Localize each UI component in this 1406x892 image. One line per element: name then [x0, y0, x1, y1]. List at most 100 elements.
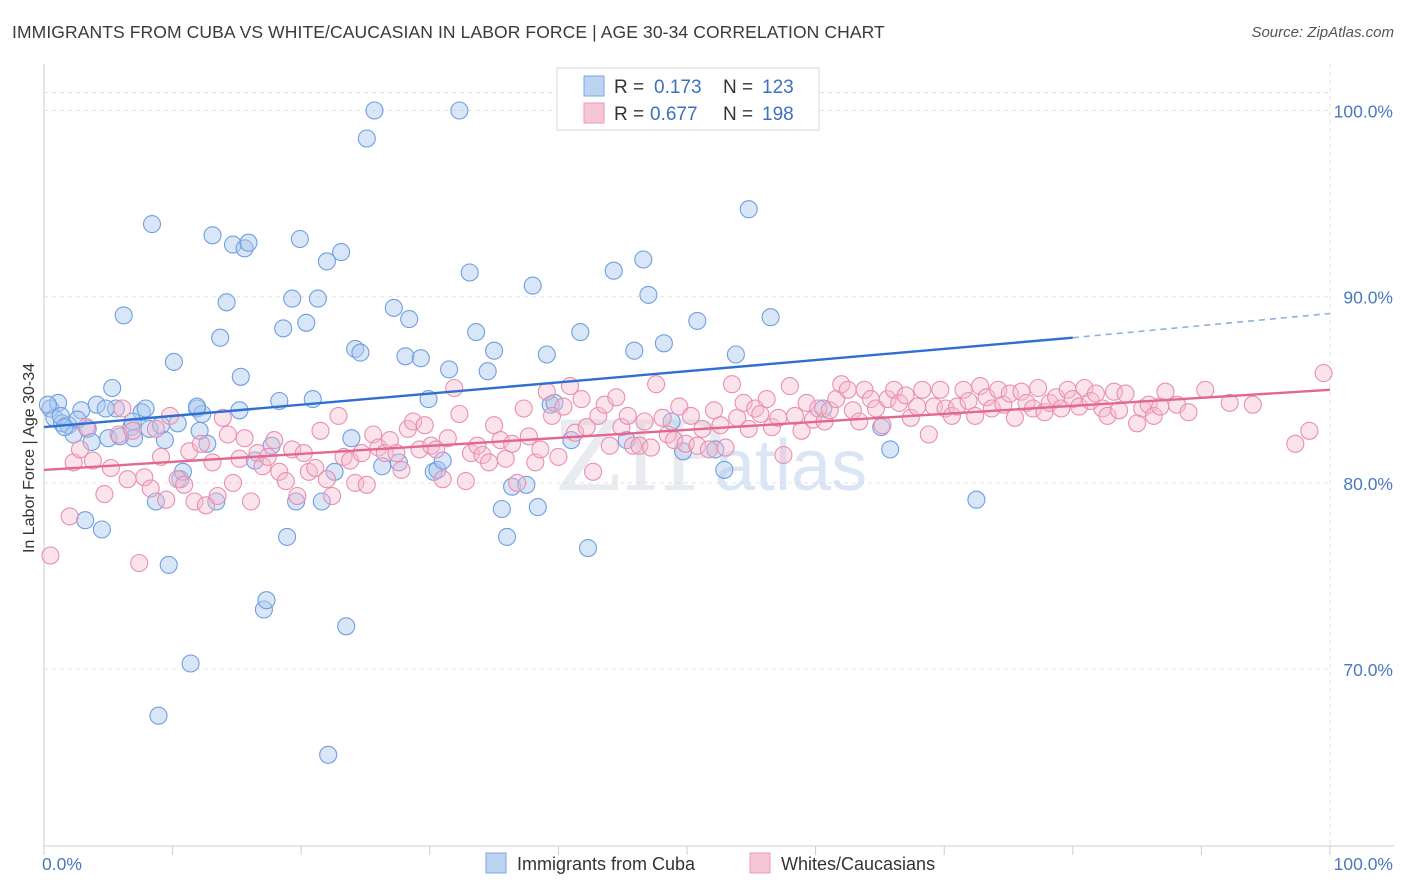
data-point — [274, 319, 293, 338]
data-point — [278, 527, 297, 546]
data-point — [346, 473, 365, 492]
data-point — [1300, 421, 1319, 440]
data-point — [76, 511, 95, 530]
data-point — [411, 349, 430, 368]
data-point — [92, 520, 111, 539]
data-point — [762, 418, 781, 437]
y-tick-label: 70.0% — [1343, 660, 1393, 680]
data-point — [207, 492, 226, 511]
data-point — [190, 421, 209, 440]
data-point — [114, 306, 133, 325]
data-point — [297, 313, 316, 332]
data-point — [604, 261, 623, 280]
series-white-points — [41, 364, 1333, 573]
data-point — [820, 401, 839, 420]
data-point — [681, 406, 700, 425]
data-point — [288, 486, 307, 506]
data-point — [211, 328, 230, 347]
data-point — [438, 429, 457, 448]
data-point — [99, 429, 118, 448]
data-point — [329, 406, 348, 425]
data-point — [142, 215, 162, 234]
data-point — [70, 440, 90, 459]
data-point — [704, 401, 724, 420]
data-point — [578, 539, 598, 558]
data-point — [1144, 406, 1163, 425]
data-point — [95, 485, 114, 504]
data-point — [337, 617, 356, 636]
data-point — [1063, 390, 1082, 409]
data-point — [218, 425, 237, 444]
data-point — [415, 416, 434, 435]
data-point — [287, 492, 306, 511]
data-point — [814, 399, 833, 418]
data-point — [785, 406, 805, 425]
tick-labels: 70.0% 80.0% 90.0% 100.0% 0.0% 100.0% — [42, 102, 1393, 874]
data-point — [433, 451, 452, 470]
data-point — [433, 470, 452, 489]
data-point — [850, 412, 869, 431]
data-point — [235, 429, 254, 448]
axes — [43, 64, 1394, 855]
data-point — [478, 362, 497, 381]
data-point — [461, 444, 481, 463]
data-point — [855, 380, 874, 399]
data-point — [485, 416, 504, 435]
data-point — [311, 421, 330, 440]
data-point — [351, 343, 370, 362]
data-point — [528, 498, 547, 517]
data-point — [734, 393, 753, 412]
data-point — [881, 440, 900, 459]
data-point — [739, 200, 758, 219]
data-point — [342, 429, 361, 448]
data-point — [77, 418, 96, 437]
data-point — [919, 425, 938, 444]
data-point — [101, 458, 120, 478]
data-point — [265, 431, 284, 450]
data-point — [325, 462, 344, 481]
data-point — [445, 378, 464, 398]
data-point — [1286, 434, 1305, 453]
data-point — [878, 390, 897, 409]
data-point — [618, 406, 637, 425]
data-point — [352, 444, 371, 463]
bottom-legend-swatch-cuba — [485, 852, 507, 874]
data-point — [257, 591, 276, 610]
data-point — [312, 492, 331, 511]
data-point — [1104, 382, 1124, 401]
data-point — [531, 440, 550, 459]
bottom-legend-label-white: Whites/Caucasians — [781, 854, 935, 874]
y-tick-label: 90.0% — [1343, 288, 1393, 308]
data-point — [959, 391, 978, 411]
trend-lines — [43, 312, 1331, 472]
data-point — [761, 308, 780, 327]
data-point — [428, 460, 447, 479]
data-point — [625, 341, 644, 360]
data-point — [290, 229, 309, 249]
data-point — [479, 453, 499, 472]
data-point — [1098, 406, 1117, 425]
data-point — [554, 397, 573, 416]
data-point — [537, 382, 556, 401]
legend-n-value-cuba: 123 — [762, 77, 794, 98]
data-point — [572, 390, 591, 409]
data-point — [838, 380, 857, 399]
data-point — [623, 436, 643, 455]
data-point — [1005, 408, 1024, 427]
data-point — [1196, 380, 1215, 399]
legend-n-label-white: N = — [723, 104, 753, 125]
trend-line-cuba-extension — [1072, 312, 1331, 339]
data-point — [60, 507, 79, 526]
data-point — [118, 470, 137, 489]
data-point — [239, 233, 258, 252]
data-point — [181, 654, 200, 673]
trend-line-cuba — [43, 336, 1073, 429]
data-point — [630, 436, 649, 455]
data-point — [508, 473, 527, 492]
y-axis-title: In Labor Force | Age 30-34 — [21, 363, 38, 553]
data-point — [149, 706, 168, 725]
data-point — [774, 445, 793, 465]
data-point — [716, 438, 735, 457]
trend-line-white — [43, 388, 1331, 472]
data-point — [600, 436, 619, 455]
